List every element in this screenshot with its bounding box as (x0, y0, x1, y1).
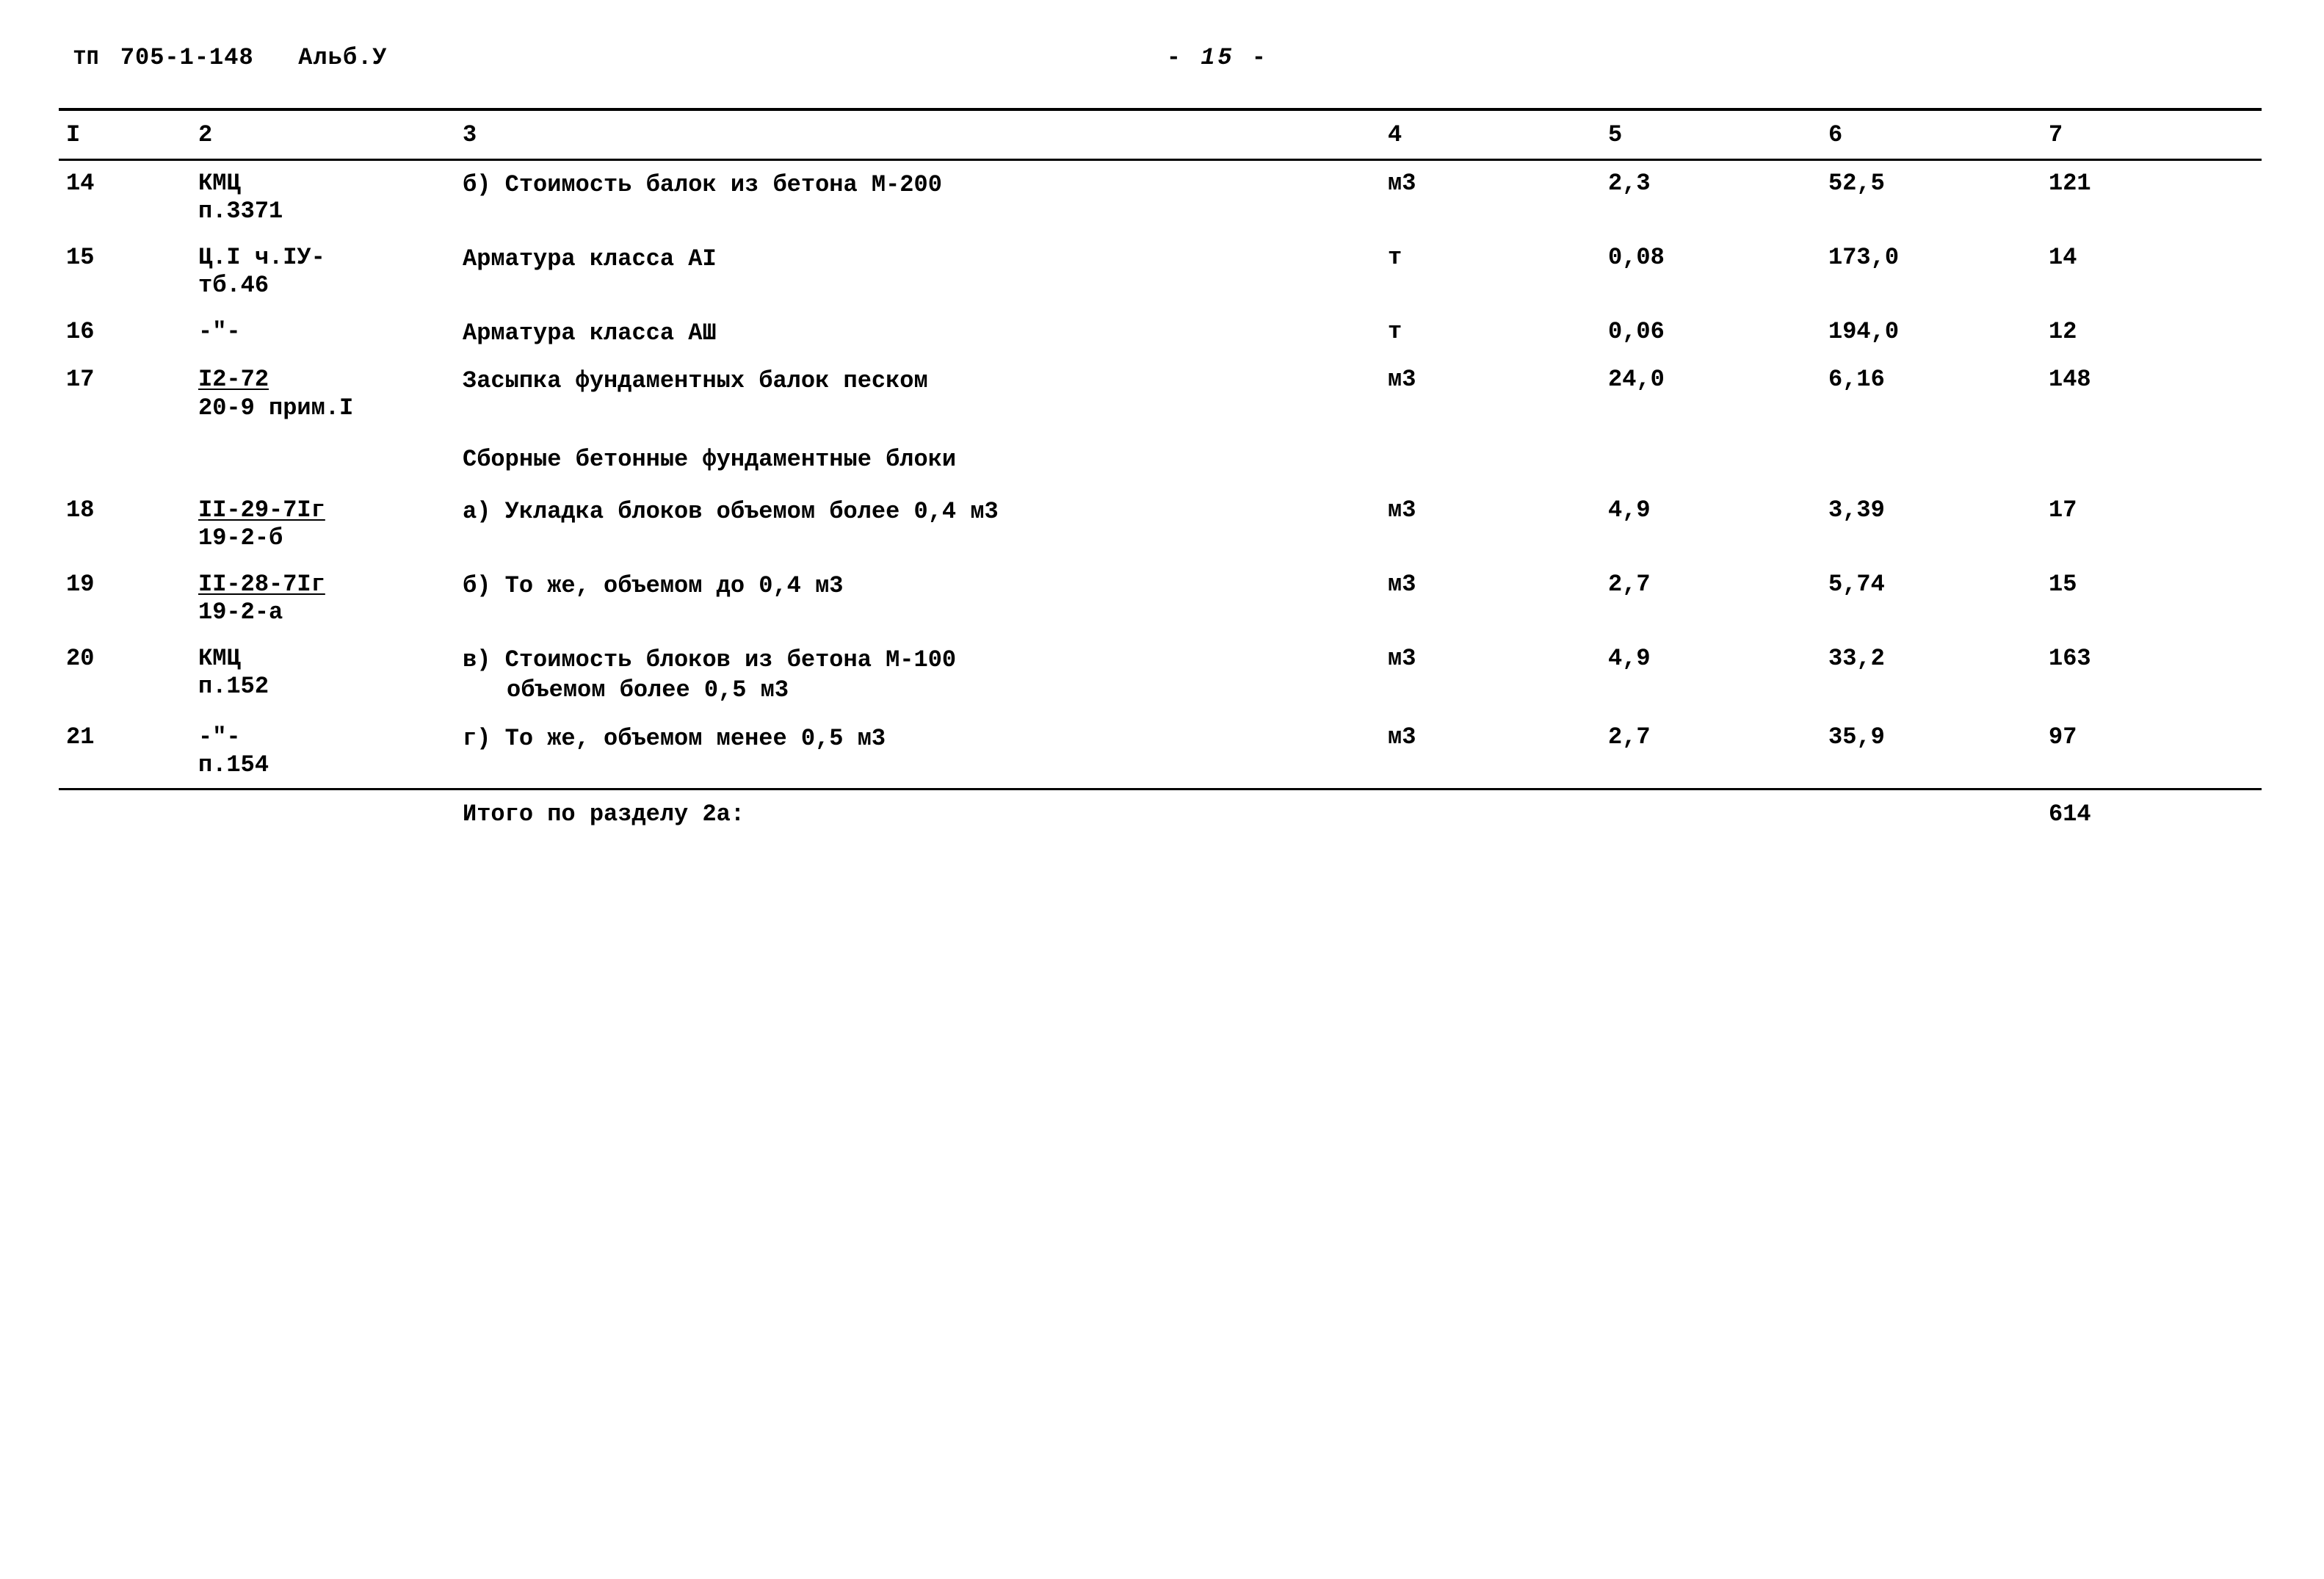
row-rate: 35,9 (1821, 715, 2041, 790)
row-quantity: 4,9 (1601, 488, 1821, 562)
total-value: 614 (2041, 790, 2262, 838)
document-page: ТП 705-1-148 Альб.У - 15 - I 2 3 4 5 6 7… (59, 44, 2262, 839)
row-quantity: 2,7 (1601, 715, 1821, 790)
row-rate: 6,16 (1821, 357, 2041, 431)
col-header-2: 2 (191, 109, 455, 160)
table-row: 15Ц.I ч.IУ-тб.46Арматура класса АIт0,081… (59, 235, 2262, 309)
section-title: Сборные бетонные фундаментные блоки (455, 431, 2262, 488)
row-reference: Ц.I ч.IУ-тб.46 (191, 235, 455, 309)
col-header-5: 5 (1601, 109, 1821, 160)
row-number: 20 (59, 636, 191, 715)
row-cost: 15 (2041, 562, 2262, 636)
table-row: 14КМЦп.3371б) Стоимость балок из бетона … (59, 160, 2262, 235)
cost-table: I 2 3 4 5 6 7 14КМЦп.3371б) Стоимость ба… (59, 108, 2262, 839)
doc-album: Альб.У (298, 44, 387, 71)
row-description: в) Стоимость блоков из бетона М-100объем… (455, 636, 1380, 715)
document-id: ТП 705-1-148 Альб.У (73, 44, 387, 71)
doc-code: 705-1-148 (120, 44, 254, 71)
table-header-row: I 2 3 4 5 6 7 (59, 109, 2262, 160)
total-label: Итого по разделу 2а: (455, 790, 1380, 838)
row-reference: -"-п.154 (191, 715, 455, 790)
row-number: 19 (59, 562, 191, 636)
row-description: Арматура класса АI (455, 235, 1380, 309)
row-unit: м3 (1380, 715, 1601, 790)
row-description: Засыпка фундаментных балок песком (455, 357, 1380, 431)
row-cost: 17 (2041, 488, 2262, 562)
row-rate: 52,5 (1821, 160, 2041, 235)
col-header-3: 3 (455, 109, 1380, 160)
row-quantity: 24,0 (1601, 357, 1821, 431)
row-quantity: 2,3 (1601, 160, 1821, 235)
row-reference: -"- (191, 309, 455, 358)
row-rate: 5,74 (1821, 562, 2041, 636)
row-quantity: 4,9 (1601, 636, 1821, 715)
table-row: 20КМЦп.152в) Стоимость блоков из бетона … (59, 636, 2262, 715)
col-header-7: 7 (2041, 109, 2262, 160)
doc-prefix: ТП (73, 48, 100, 71)
row-number: 21 (59, 715, 191, 790)
row-unit: м3 (1380, 357, 1601, 431)
row-number: 15 (59, 235, 191, 309)
row-cost: 163 (2041, 636, 2262, 715)
table-row: 17I2-7220-9 прим.IЗасыпка фундаментных б… (59, 357, 2262, 431)
table-row: 21-"-п.154г) То же, объемом менее 0,5 м3… (59, 715, 2262, 790)
col-header-4: 4 (1380, 109, 1601, 160)
row-number: 14 (59, 160, 191, 235)
table-row: Сборные бетонные фундаментные блоки (59, 431, 2262, 488)
row-quantity: 2,7 (1601, 562, 1821, 636)
row-reference: II-28-7Iг19-2-а (191, 562, 455, 636)
row-description: г) То же, объемом менее 0,5 м3 (455, 715, 1380, 790)
col-header-1: I (59, 109, 191, 160)
row-reference: КМЦп.152 (191, 636, 455, 715)
row-unit: т (1380, 309, 1601, 358)
row-rate: 194,0 (1821, 309, 2041, 358)
row-number: 18 (59, 488, 191, 562)
row-description: б) Стоимость балок из бетона М-200 (455, 160, 1380, 235)
total-row: Итого по разделу 2а: 614 (59, 790, 2262, 838)
row-reference: I2-7220-9 прим.I (191, 357, 455, 431)
row-unit: м3 (1380, 562, 1601, 636)
row-unit: м3 (1380, 160, 1601, 235)
row-cost: 12 (2041, 309, 2262, 358)
table-row: 16-"-Арматура класса АШт0,06194,012 (59, 309, 2262, 358)
row-reference: КМЦп.3371 (191, 160, 455, 235)
row-unit: т (1380, 235, 1601, 309)
row-unit: м3 (1380, 636, 1601, 715)
row-description: Арматура класса АШ (455, 309, 1380, 358)
row-number: 16 (59, 309, 191, 358)
row-quantity: 0,08 (1601, 235, 1821, 309)
page-number: - 15 - (1167, 44, 1269, 71)
row-cost: 97 (2041, 715, 2262, 790)
table-body: 14КМЦп.3371б) Стоимость балок из бетона … (59, 160, 2262, 838)
row-unit: м3 (1380, 488, 1601, 562)
row-rate: 33,2 (1821, 636, 2041, 715)
row-cost: 148 (2041, 357, 2262, 431)
row-rate: 173,0 (1821, 235, 2041, 309)
row-quantity: 0,06 (1601, 309, 1821, 358)
row-number: 17 (59, 357, 191, 431)
row-reference: II-29-7Iг19-2-б (191, 488, 455, 562)
row-description: б) То же, объемом до 0,4 м3 (455, 562, 1380, 636)
row-description: а) Укладка блоков объемом более 0,4 м3 (455, 488, 1380, 562)
page-header: ТП 705-1-148 Альб.У - 15 - (59, 44, 2262, 71)
table-row: 19II-28-7Iг19-2-аб) То же, объемом до 0,… (59, 562, 2262, 636)
table-row: 18II-29-7Iг19-2-ба) Укладка блоков объем… (59, 488, 2262, 562)
row-cost: 14 (2041, 235, 2262, 309)
row-cost: 121 (2041, 160, 2262, 235)
row-rate: 3,39 (1821, 488, 2041, 562)
col-header-6: 6 (1821, 109, 2041, 160)
